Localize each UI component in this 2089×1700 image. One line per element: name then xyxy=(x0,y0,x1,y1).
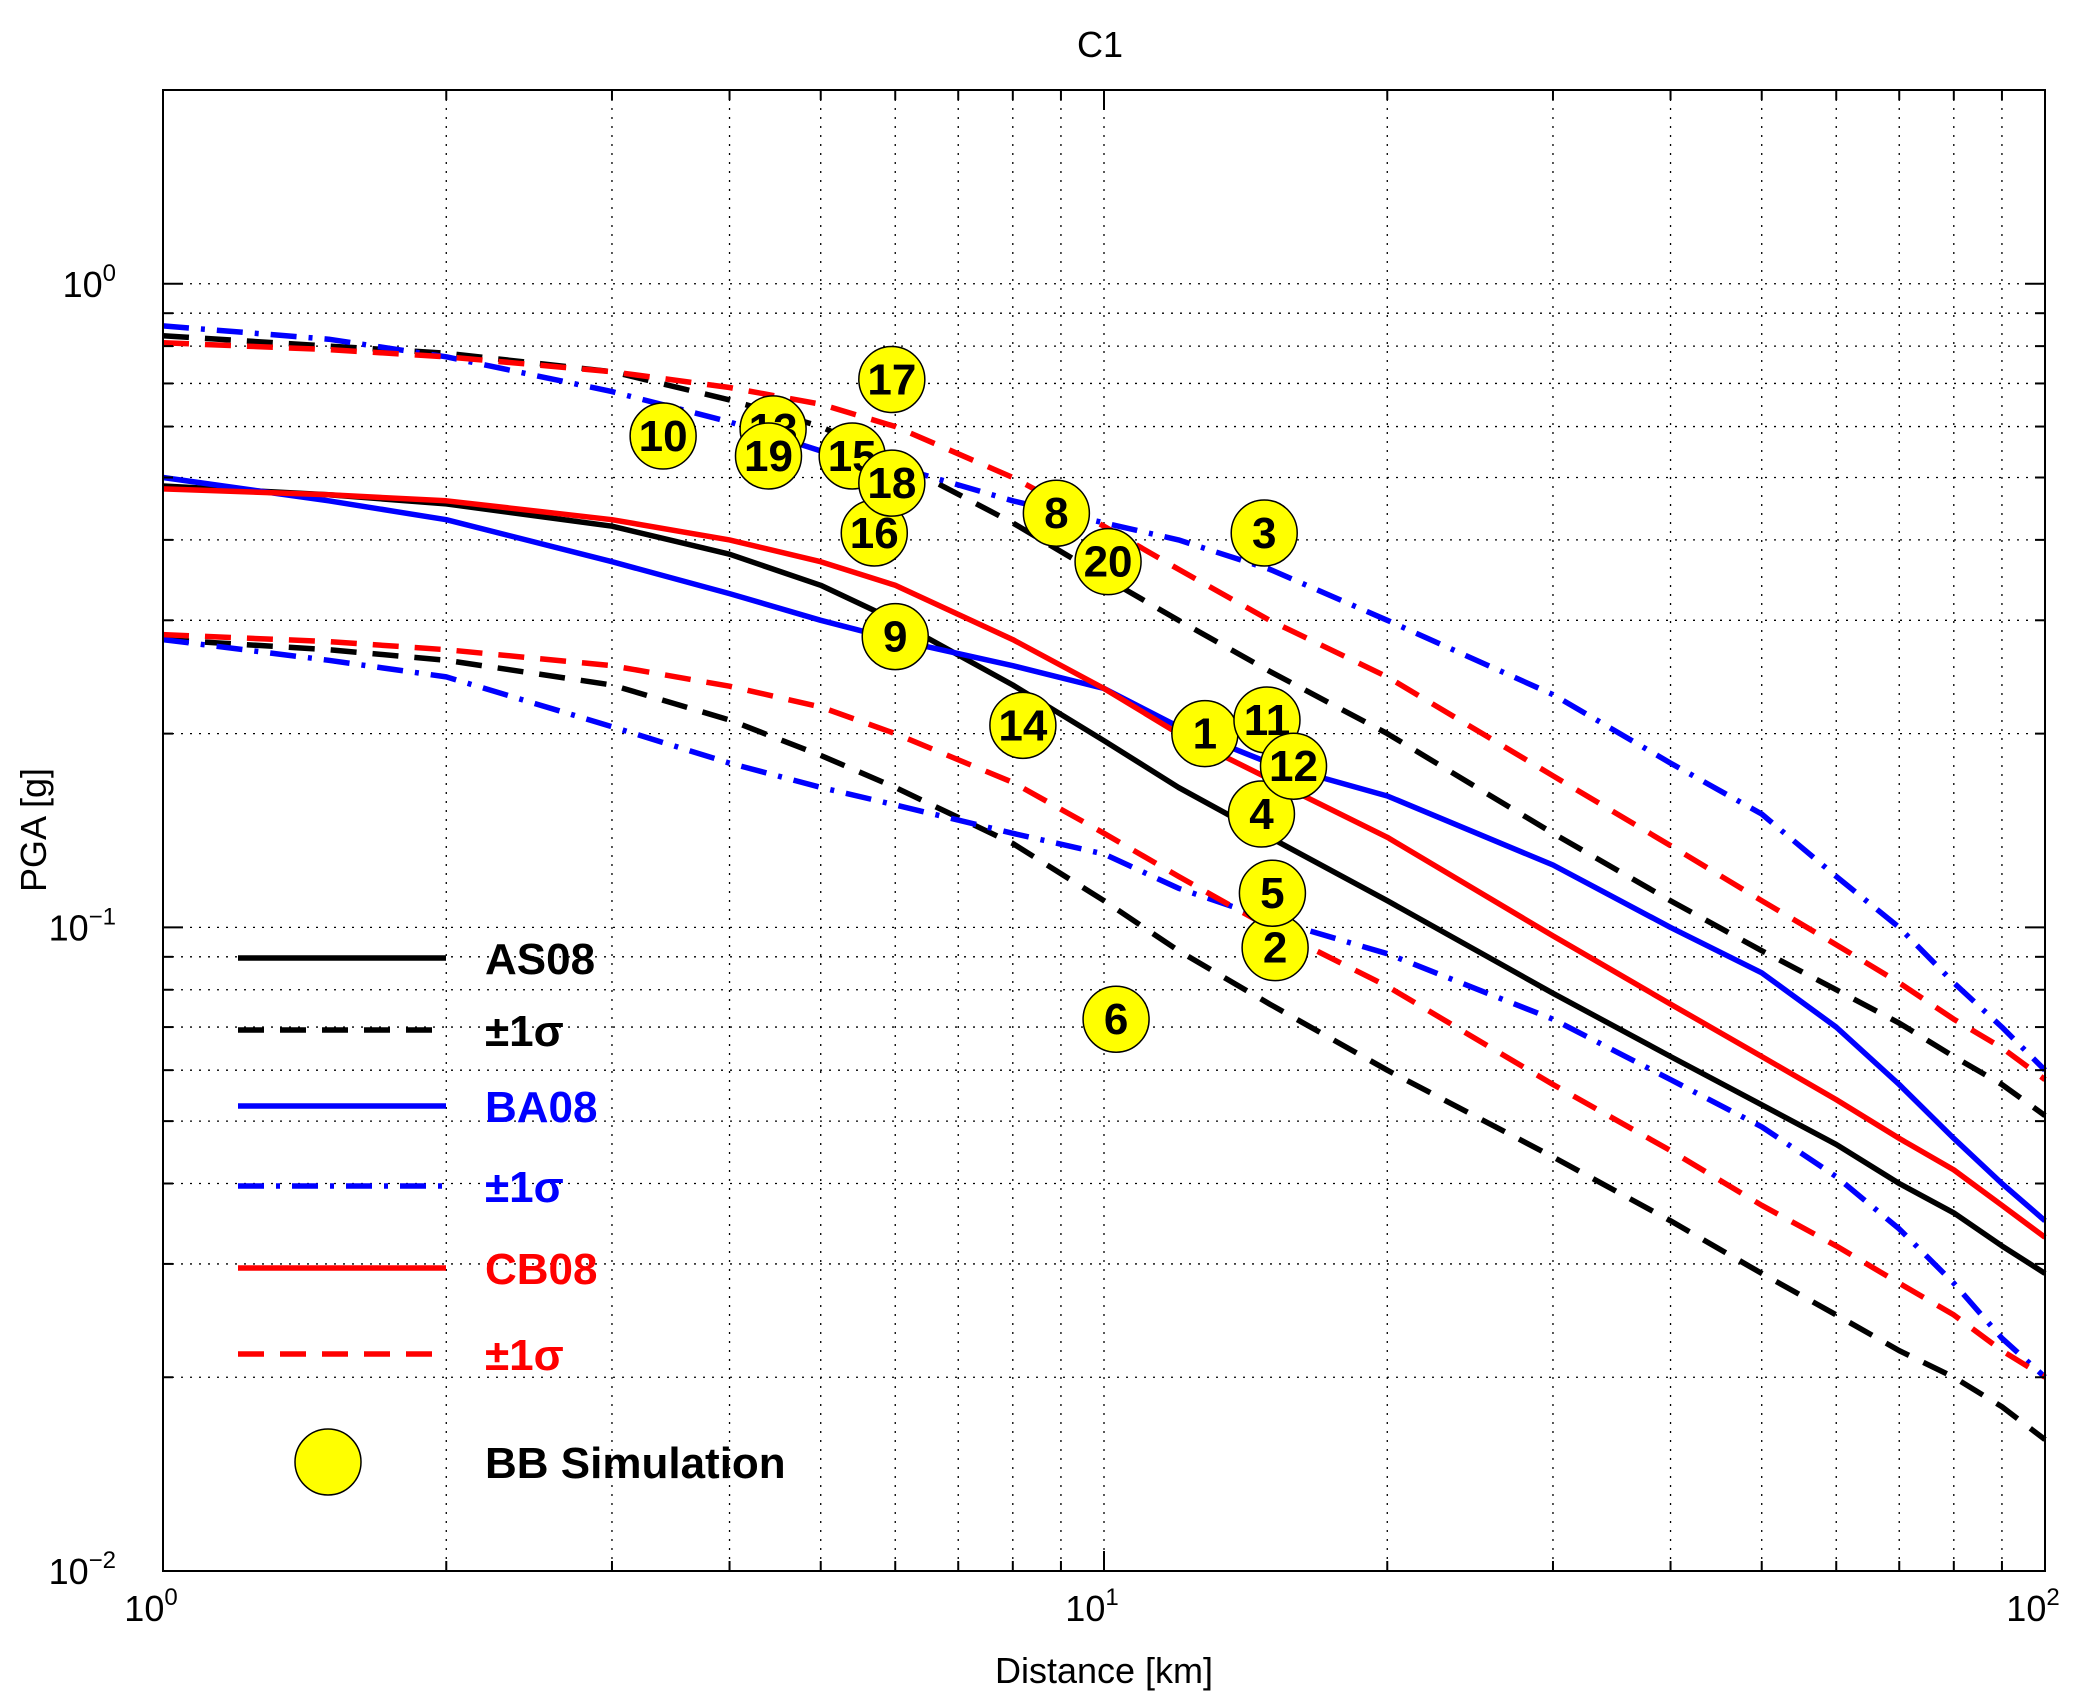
series-line-sigma-7 xyxy=(162,339,2047,1082)
simulation-point xyxy=(1227,780,1296,848)
simulation-point xyxy=(1238,859,1307,927)
simulation-point xyxy=(1022,479,1091,547)
legend-label: BA08 xyxy=(485,1083,598,1132)
simulation-point-label: 2 xyxy=(1263,924,1287,973)
simulation-point xyxy=(734,422,803,490)
simulation-point xyxy=(858,345,926,414)
grid xyxy=(163,90,2045,1571)
chart-title: C1 xyxy=(1077,24,1123,65)
simulation-point-label: 9 xyxy=(883,613,907,662)
series-line-sigma-8 xyxy=(162,631,2047,1380)
simulation-point-label: 10 xyxy=(639,412,688,461)
simulation-point xyxy=(1230,499,1298,567)
legend-label: ±1σ xyxy=(485,1331,564,1380)
legend: AS08 ±1σ BA08 ±1σ CB08 ±1σ BB Simulation xyxy=(238,935,786,1496)
simulation-point-label: 18 xyxy=(867,459,916,508)
simulation-point-label: 16 xyxy=(850,509,899,558)
series-line-sigma-4 xyxy=(162,323,2047,1073)
simulation-point-label: 1 xyxy=(1193,710,1217,759)
series-line-sigma-2 xyxy=(162,636,2047,1442)
simulation-point xyxy=(1082,985,1150,1053)
simulation-point-label: 12 xyxy=(1269,742,1318,791)
ticks xyxy=(163,90,2045,1571)
legend-label: AS08 xyxy=(485,935,595,984)
simulation-point-label: 20 xyxy=(1084,538,1133,587)
scatter-points: 123456891011121314151617181920 xyxy=(629,345,1328,1053)
simulation-point xyxy=(629,402,697,470)
simulation-point-label: 3 xyxy=(1252,509,1276,558)
legend-label: CB08 xyxy=(485,1245,598,1294)
x-axis-label: Distance [km] xyxy=(995,1650,1213,1691)
simulation-point xyxy=(861,602,929,671)
simulation-point xyxy=(1259,732,1328,800)
simulation-point-label: 8 xyxy=(1044,489,1068,538)
simulation-point-label: 17 xyxy=(867,355,916,404)
simulation-point-label: 5 xyxy=(1260,869,1284,918)
x-tick-label: 100 xyxy=(124,1584,177,1629)
legend-label: ±1σ xyxy=(485,1007,564,1056)
simulation-point xyxy=(989,691,1057,760)
simulation-point xyxy=(1074,527,1142,596)
legend-label: BB Simulation xyxy=(485,1439,786,1488)
simulation-point-label: 14 xyxy=(998,701,1047,750)
simulation-point-label: 19 xyxy=(744,432,793,481)
simulation-point-label: 6 xyxy=(1104,995,1128,1044)
y-tick-label: 10−2 xyxy=(49,1547,116,1592)
legend-label: ±1σ xyxy=(485,1163,564,1212)
simulation-point xyxy=(858,449,926,517)
y-tick-label: 10−1 xyxy=(49,903,116,948)
x-tick-label: 102 xyxy=(2006,1584,2059,1629)
x-tick-label: 101 xyxy=(1065,1584,1118,1629)
series-line-as08 xyxy=(162,483,2047,1276)
curves xyxy=(162,323,2047,1442)
y-axis-label: PGA [g] xyxy=(13,768,54,892)
legend-marker xyxy=(294,1428,362,1496)
simulation-point-label: 4 xyxy=(1249,790,1274,839)
y-tick-label: 100 xyxy=(63,260,116,305)
